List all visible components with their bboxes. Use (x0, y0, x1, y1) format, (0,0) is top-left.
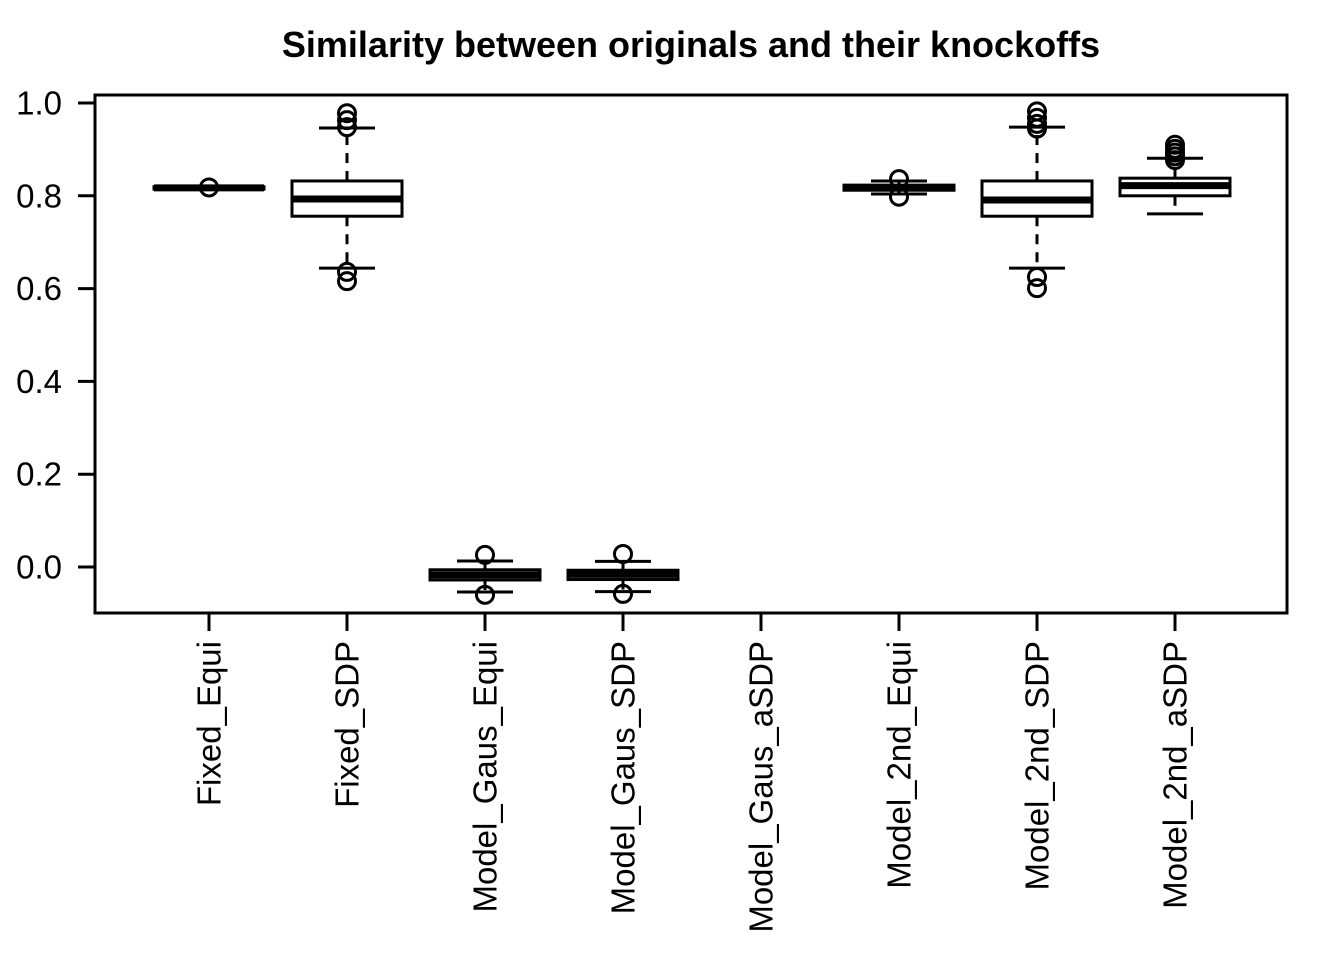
outlier-point (1027, 107, 1047, 128)
outlier-point (1027, 118, 1047, 139)
outlier-point (613, 583, 633, 604)
y-tick-label: 0.4 (16, 363, 62, 400)
box-Model_Gaus_SDP (566, 544, 680, 604)
outlier-point (1165, 134, 1185, 155)
y-tick-label: 0.8 (16, 177, 62, 214)
outlier-point (613, 544, 633, 565)
box-Fixed_Equi (152, 177, 266, 198)
y-tick-label: 1.0 (16, 85, 62, 122)
chart-title: Similarity between originals and their k… (282, 24, 1100, 65)
box-Model_2nd_aSDP (1118, 134, 1232, 216)
x-tick-label: Model_Gaus_Equi (467, 641, 504, 913)
x-tick-label: Fixed_Equi (191, 641, 228, 806)
box-Model_2nd_SDP (980, 101, 1094, 299)
outlier-point (475, 584, 495, 605)
y-tick-label: 0.6 (16, 270, 62, 307)
x-tick-label: Model_Gaus_aSDP (743, 641, 780, 933)
outlier-point (337, 271, 357, 292)
y-tick-label: 0.2 (16, 456, 62, 493)
box-Fixed_SDP (290, 103, 404, 292)
y-axis: 0.0 0.2 0.4 0.6 0.8 1.0 (16, 85, 95, 586)
x-tick-label: Model_2nd_aSDP (1157, 641, 1194, 909)
outlier-point (337, 103, 357, 124)
x-tick-label: Model_Gaus_SDP (605, 641, 642, 914)
outlier-point (889, 186, 909, 207)
plot-area: 0.0 0.2 0.4 0.6 0.8 1.0 Fixed_Equi Fixed_SDP Mod… (16, 85, 1289, 933)
box-Model_2nd_Equi (842, 169, 956, 207)
box-Model_Gaus_Equi (428, 544, 542, 605)
outlier-point (475, 544, 495, 565)
outlier-point (199, 177, 219, 198)
outlier-point (337, 117, 357, 138)
x-tick-label: Model_2nd_SDP (1019, 641, 1056, 891)
outlier-point (1027, 267, 1047, 287)
x-axis: Fixed_Equi Fixed_SDP Model_Gaus_Equi Model_… (191, 613, 1194, 933)
y-tick-label: 0.0 (16, 549, 62, 586)
outlier-point (337, 110, 357, 131)
x-tick-label: Fixed_SDP (329, 641, 366, 808)
plot-frame (93, 93, 1289, 615)
x-tick-label: Model_2nd_Equi (881, 641, 918, 889)
outlier-point (337, 261, 357, 282)
outlier-point (1027, 278, 1047, 299)
